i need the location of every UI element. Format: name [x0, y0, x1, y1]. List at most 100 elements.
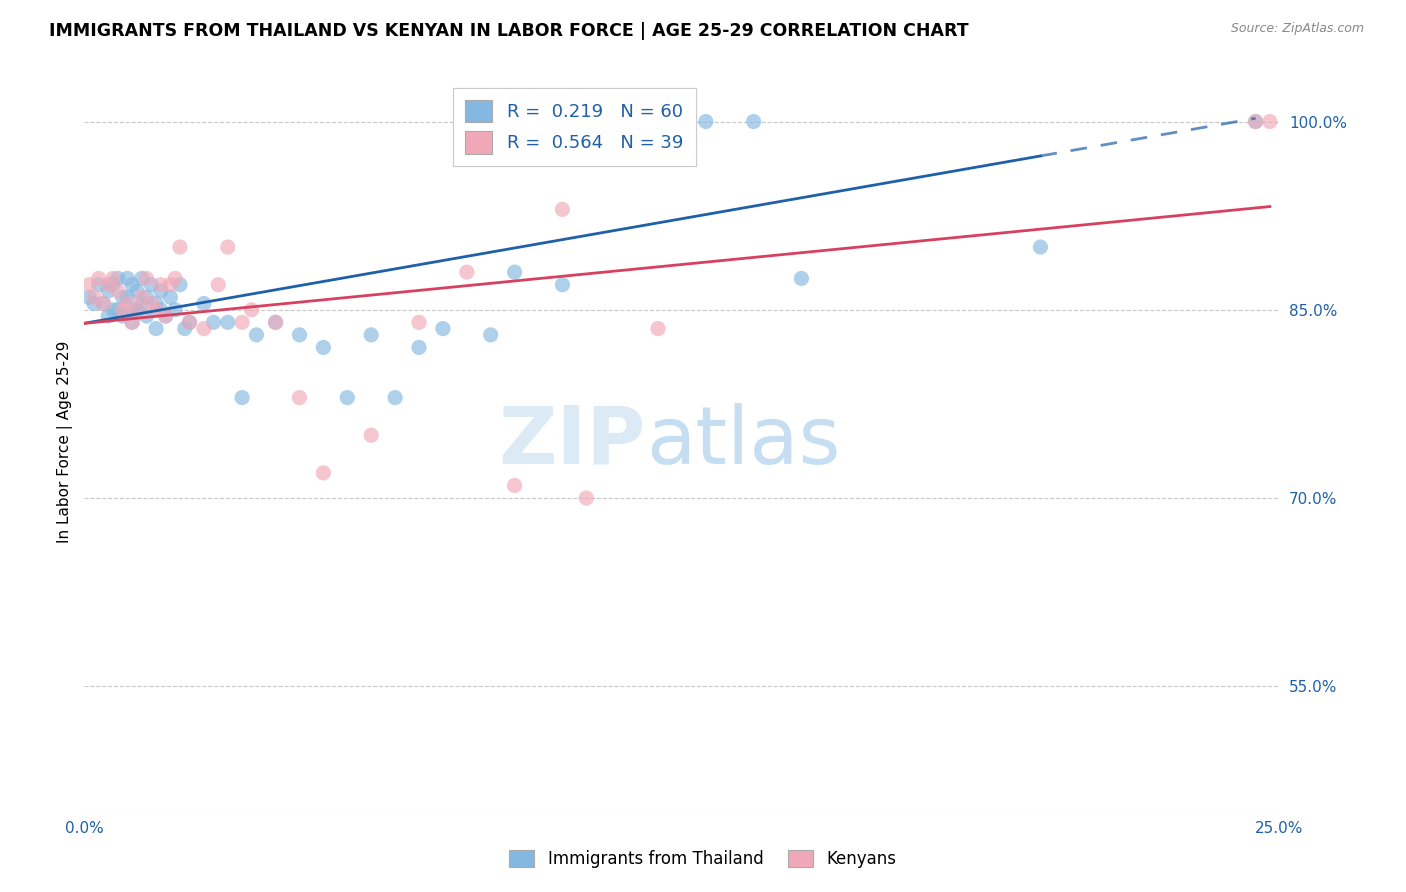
Point: [384, 391, 406, 405]
Point: [121, 277, 143, 292]
Point: [107, 284, 129, 298]
Point: [432, 321, 454, 335]
Point: [575, 114, 598, 128]
Point: [1244, 114, 1267, 128]
Point: [179, 315, 201, 329]
Point: [312, 466, 335, 480]
Point: [360, 327, 382, 342]
Point: [647, 114, 669, 128]
Text: atlas: atlas: [647, 402, 841, 481]
Point: [456, 265, 478, 279]
Point: [217, 240, 239, 254]
Point: [83, 290, 105, 304]
Point: [101, 277, 124, 292]
Text: ZIP: ZIP: [499, 402, 647, 481]
Point: [159, 277, 181, 292]
Point: [121, 315, 143, 329]
Point: [217, 315, 239, 329]
Point: [101, 271, 124, 285]
Point: [149, 302, 172, 317]
Point: [623, 114, 645, 128]
Point: [408, 340, 430, 354]
Point: [165, 302, 187, 317]
Point: [87, 271, 110, 285]
Point: [479, 327, 502, 342]
Point: [503, 265, 526, 279]
Point: [264, 315, 287, 329]
Point: [155, 309, 177, 323]
Point: [202, 315, 225, 329]
Point: [149, 284, 172, 298]
Point: [193, 321, 215, 335]
Point: [121, 315, 143, 329]
Point: [264, 315, 287, 329]
Point: [141, 277, 163, 292]
Legend: R =  0.219   N = 60, R =  0.564   N = 39: R = 0.219 N = 60, R = 0.564 N = 39: [453, 87, 696, 166]
Point: [159, 290, 181, 304]
Point: [360, 428, 382, 442]
Point: [193, 296, 215, 310]
Point: [231, 315, 253, 329]
Point: [141, 296, 163, 310]
Point: [117, 296, 139, 310]
Point: [107, 271, 129, 285]
Point: [623, 114, 645, 128]
Point: [77, 290, 100, 304]
Point: [125, 284, 148, 298]
Point: [742, 114, 765, 128]
Point: [231, 391, 253, 405]
Point: [97, 284, 120, 298]
Point: [336, 391, 359, 405]
Point: [240, 302, 263, 317]
Point: [87, 277, 110, 292]
Point: [207, 277, 229, 292]
Point: [131, 271, 153, 285]
Point: [169, 277, 191, 292]
Legend: Immigrants from Thailand, Kenyans: Immigrants from Thailand, Kenyans: [502, 843, 904, 875]
Point: [575, 491, 598, 505]
Point: [145, 321, 167, 335]
Point: [551, 202, 574, 217]
Point: [121, 302, 143, 317]
Point: [111, 302, 134, 317]
Point: [408, 315, 430, 329]
Point: [125, 302, 148, 317]
Point: [111, 309, 134, 323]
Point: [647, 321, 669, 335]
Y-axis label: In Labor Force | Age 25-29: In Labor Force | Age 25-29: [58, 341, 73, 542]
Point: [790, 271, 813, 285]
Text: IMMIGRANTS FROM THAILAND VS KENYAN IN LABOR FORCE | AGE 25-29 CORRELATION CHART: IMMIGRANTS FROM THAILAND VS KENYAN IN LA…: [49, 22, 969, 40]
Point: [145, 296, 167, 310]
Point: [288, 327, 311, 342]
Point: [165, 271, 187, 285]
Point: [97, 277, 120, 292]
Point: [83, 296, 105, 310]
Point: [173, 321, 195, 335]
Point: [101, 302, 124, 317]
Point: [169, 240, 191, 254]
Point: [599, 114, 621, 128]
Point: [93, 296, 115, 310]
Point: [179, 315, 201, 329]
Point: [695, 114, 717, 128]
Point: [111, 290, 134, 304]
Point: [97, 309, 120, 323]
Point: [125, 302, 148, 317]
Point: [77, 277, 100, 292]
Point: [135, 290, 157, 304]
Point: [135, 309, 157, 323]
Point: [1258, 114, 1281, 128]
Point: [671, 114, 693, 128]
Point: [288, 391, 311, 405]
Point: [551, 277, 574, 292]
Point: [312, 340, 335, 354]
Point: [245, 327, 267, 342]
Point: [155, 309, 177, 323]
Point: [1029, 240, 1052, 254]
Point: [117, 271, 139, 285]
Point: [93, 296, 115, 310]
Text: Source: ZipAtlas.com: Source: ZipAtlas.com: [1230, 22, 1364, 36]
Point: [107, 302, 129, 317]
Point: [117, 290, 139, 304]
Point: [135, 271, 157, 285]
